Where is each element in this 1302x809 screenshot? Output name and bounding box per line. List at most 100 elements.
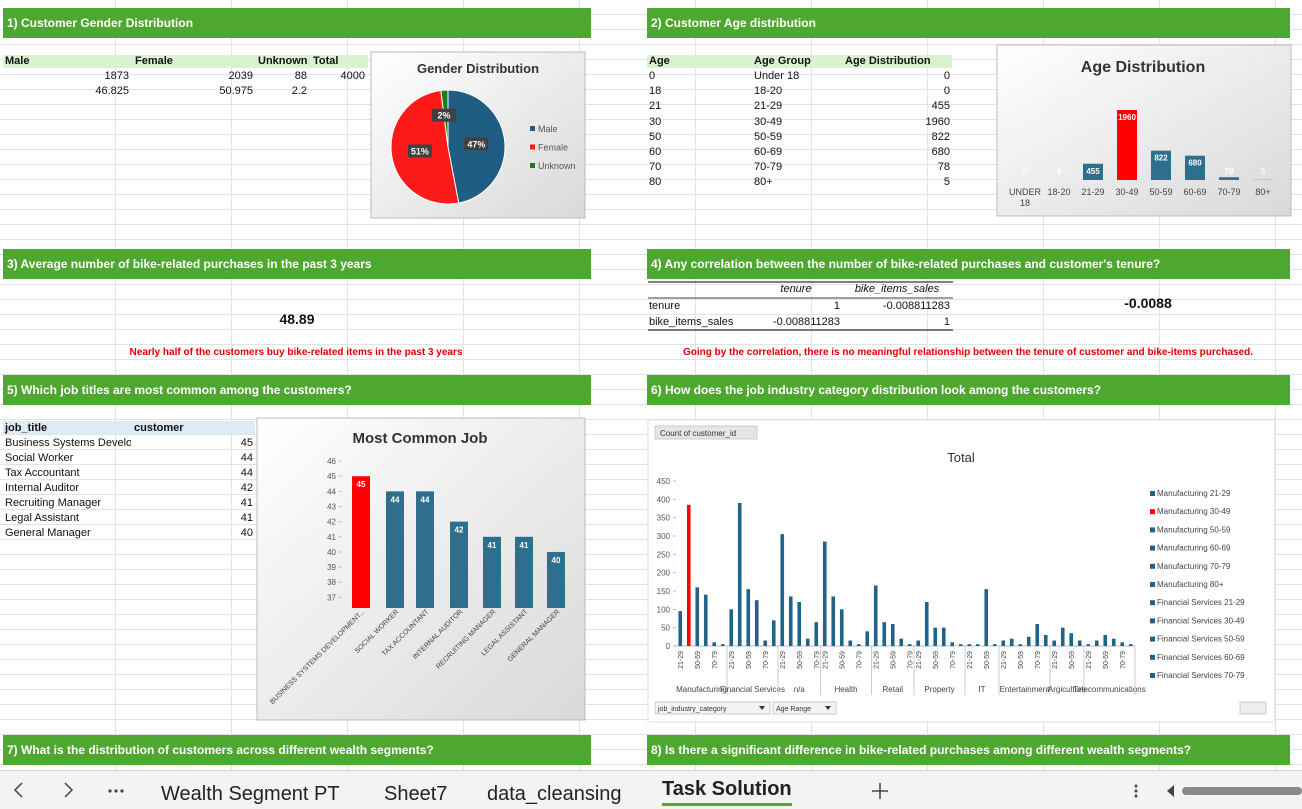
bar (950, 642, 955, 646)
table-cell: 1960 (925, 115, 950, 128)
data-label: 44 (421, 495, 430, 504)
bar (975, 644, 980, 646)
y-tick-label: 39 (327, 563, 336, 572)
group-label: Property (924, 685, 954, 694)
chart-title: Total (947, 450, 975, 465)
bar (933, 627, 938, 646)
scrollbar[interactable] (1122, 771, 1302, 809)
x-tick-label: 80+ (1255, 187, 1271, 197)
data-label: 41 (488, 541, 497, 550)
sheet-tab[interactable]: Task Solution (662, 777, 792, 806)
table-cell: 30 (649, 115, 662, 128)
legend-swatch (1150, 491, 1155, 496)
metric-value: -0.0088 (1124, 295, 1172, 311)
bar (771, 620, 776, 646)
group-label: Financial Services (720, 685, 785, 694)
table-cell: 0 (943, 70, 950, 82)
y-tick-label: 44 (327, 487, 336, 496)
x-tick-label: 21-29 (780, 651, 787, 669)
y-tick-label: 350 (657, 514, 671, 523)
group-label: Argiculture (1048, 685, 1087, 694)
legend-entry: Financial Services 21-29 (1157, 598, 1245, 607)
x-tick-label: 70-79 (856, 651, 863, 669)
bar (416, 491, 434, 608)
dropdown-arrow (759, 706, 765, 710)
table-cell: 50-59 (754, 130, 783, 143)
x-tick-label: 50-59 (890, 651, 897, 669)
y-tick-label: 41 (327, 533, 336, 542)
bar (746, 589, 751, 646)
table-cell: 0 (943, 85, 950, 98)
bar (907, 644, 912, 646)
x-tick-label: 21-29 (1052, 651, 1059, 669)
group-label: Manufacturing (676, 685, 727, 694)
bar (890, 624, 895, 646)
data-label: 78 (1225, 167, 1234, 176)
x-tick-label: 21-29 (1081, 187, 1105, 197)
table-cell: -0.008811283 (882, 300, 950, 312)
sheet-tabs: Wealth Segment PT Sheet7 data_cleansing Tas… (0, 770, 1302, 809)
x-tick-label: UNDER 18 (1008, 187, 1041, 208)
table-cell: General Manager (5, 527, 91, 539)
table-cell: 80+ (754, 176, 773, 189)
bar (780, 534, 785, 646)
y-tick-label: 38 (327, 578, 336, 587)
data-label: 0 (1057, 167, 1062, 176)
x-tick-label: 50-59 (1069, 651, 1076, 669)
label-bg (464, 137, 489, 151)
table-cell: 80 (649, 176, 662, 189)
table-cell: 2.2 (291, 85, 307, 97)
legend-entry: Male (538, 124, 558, 134)
x-tick-label: 70-79 (907, 651, 914, 669)
table-cell: -0.008811283 (772, 316, 840, 328)
sheet-tab[interactable]: Wealth Segment PT (161, 783, 340, 805)
bar (941, 627, 946, 646)
table-header: Male (5, 55, 30, 67)
table-cell: 21-29 (754, 100, 783, 113)
bar (882, 622, 887, 646)
data-label: 45 (357, 480, 366, 489)
bar (958, 644, 963, 646)
bar (678, 611, 683, 646)
bar (916, 640, 921, 646)
y-tick-label: 400 (657, 495, 671, 504)
table-cell: 70-79 (754, 161, 783, 174)
filter-label: job_industry_category (657, 706, 727, 713)
table-header: job_title (5, 422, 48, 434)
add-sheet[interactable] (860, 771, 900, 809)
tab-nav[interactable] (0, 771, 140, 809)
bar (547, 551, 565, 608)
y-tick-label: 42 (327, 518, 336, 527)
expand-buttons (1239, 701, 1267, 715)
bar (831, 596, 836, 646)
x-tick-label: 50-59 (797, 651, 804, 669)
legend-swatch (1150, 673, 1155, 678)
table-cell: Social Worker (5, 452, 74, 464)
sheet-tab[interactable]: data_cleansing (487, 783, 622, 805)
bar (712, 642, 717, 646)
bar (967, 644, 972, 646)
legend-entry: Manufacturing 30-49 (1157, 507, 1231, 516)
sheet-tab[interactable]: Sheet7 (384, 783, 448, 805)
x-tick-label: 70-79 (814, 651, 821, 669)
section-title: 6) How does the job industry category di… (647, 375, 1290, 405)
legend-entry: Financial Services 60-69 (1157, 653, 1245, 662)
bar (814, 622, 819, 646)
table-cell: 46.825 (95, 85, 129, 97)
data-label: 455 (1086, 167, 1100, 176)
table-cell: 455 (931, 100, 950, 113)
data-label: 5 (1261, 167, 1266, 176)
label-bg (407, 144, 432, 158)
data-label: 51% (411, 146, 429, 156)
table-cell: Tax Accountant (5, 467, 80, 479)
table-cell: Internal Auditor (5, 482, 79, 494)
table-cell: Recruiting Manager (5, 497, 101, 509)
table-header: Age (649, 55, 670, 67)
table-header: Age Distribution (845, 55, 931, 67)
y-tick-label: 40 (327, 548, 336, 557)
bar (1043, 635, 1048, 646)
bar (1117, 110, 1137, 180)
table-cell: 41 (240, 497, 253, 509)
section-title: 7) What is the distribution of customers… (3, 735, 591, 765)
